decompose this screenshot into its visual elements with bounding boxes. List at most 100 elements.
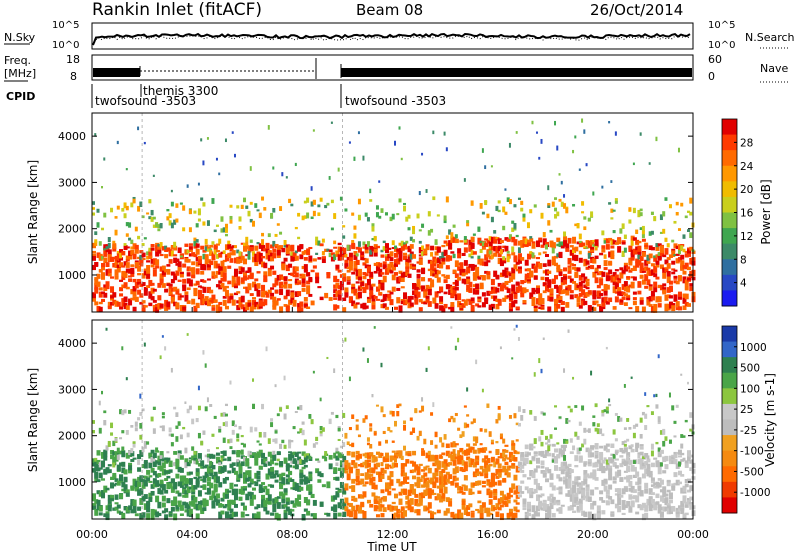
heatmap-cell <box>209 260 214 266</box>
heatmap-cell <box>641 513 646 521</box>
heatmap-cell <box>641 234 645 239</box>
heatmap-cell <box>141 307 146 312</box>
heatmap-cell <box>610 277 615 281</box>
heatmap-cell <box>477 276 482 280</box>
heatmap-cell <box>655 136 658 142</box>
heatmap-cell <box>499 504 504 508</box>
heatmap-cell <box>173 273 178 281</box>
heatmap-cell <box>168 283 173 287</box>
heatmap-cell <box>563 468 568 472</box>
heatmap-cell <box>583 438 587 445</box>
heatmap-cell <box>240 434 244 438</box>
heatmap-cell <box>134 281 139 289</box>
heatmap-cell <box>533 488 538 494</box>
heatmap-cell <box>328 455 333 460</box>
heatmap-cell <box>141 304 146 308</box>
heatmap-cell <box>648 284 653 287</box>
heatmap-cell <box>330 256 335 262</box>
heatmap-cell <box>344 483 349 489</box>
heatmap-cell <box>666 243 670 248</box>
heatmap-cell <box>472 449 477 454</box>
heatmap-cell <box>646 255 650 261</box>
heatmap-cell <box>425 477 430 481</box>
heatmap-cell <box>186 333 189 336</box>
heatmap-cell <box>116 447 120 454</box>
heatmap-cell <box>283 504 288 508</box>
heatmap-cell <box>443 463 448 470</box>
heatmap-cell <box>657 450 662 458</box>
heatmap-cell <box>511 440 515 444</box>
heatmap-cell <box>443 249 448 257</box>
heatmap-cell <box>143 475 148 479</box>
heatmap-cell <box>290 500 295 505</box>
heatmap-cell <box>578 257 583 263</box>
heatmap-cell <box>161 458 166 462</box>
heatmap-cell <box>238 270 243 275</box>
heatmap-cell <box>574 267 579 272</box>
colorbar-swatch <box>722 435 737 452</box>
heatmap-cell <box>179 467 184 473</box>
heatmap-cell <box>648 286 653 291</box>
heatmap-cell <box>445 242 450 247</box>
heatmap-cell <box>233 470 238 475</box>
heatmap-cell <box>364 481 369 485</box>
heatmap-cell <box>252 494 257 500</box>
heatmap-cell <box>94 241 98 246</box>
heatmap-cell <box>382 470 387 474</box>
heatmap-cell <box>637 452 642 455</box>
heatmap-cell <box>461 503 466 510</box>
heatmap-cell <box>650 269 655 276</box>
heatmap-cell <box>398 305 403 309</box>
heatmap-cell <box>414 292 419 297</box>
heatmap-cell <box>175 464 180 470</box>
heatmap-cell <box>288 299 293 305</box>
heatmap-cell <box>434 458 439 466</box>
heatmap-cell <box>565 468 570 475</box>
heatmap-cell <box>475 283 480 290</box>
heatmap-cell <box>125 286 130 290</box>
heatmap-cell <box>662 456 667 460</box>
heatmap-cell <box>653 485 658 489</box>
heatmap-cell <box>364 464 369 469</box>
heatmap-cell <box>391 501 396 505</box>
heatmap-cell <box>545 277 550 282</box>
heatmap-cell <box>206 278 211 281</box>
heatmap-cell <box>238 226 242 230</box>
xtick-label: 12:00 <box>377 528 409 541</box>
heatmap-cell <box>306 453 310 456</box>
heatmap-cell <box>538 239 543 243</box>
heatmap-cell <box>114 260 119 268</box>
heatmap-cell <box>369 292 374 299</box>
heatmap-cell <box>105 511 110 515</box>
heatmap-cell <box>540 502 545 506</box>
heatmap-cell <box>366 278 371 286</box>
heatmap-cell <box>664 496 669 500</box>
heatmap-cell <box>139 513 144 519</box>
heatmap-cell <box>547 438 551 443</box>
heatmap-cell <box>623 266 628 272</box>
heatmap-cell <box>576 501 581 505</box>
heatmap-cell <box>96 464 101 472</box>
heatmap-cell <box>107 254 112 261</box>
heatmap-cell <box>569 290 574 294</box>
heatmap-cell <box>581 242 586 247</box>
heatmap-cell <box>529 444 534 451</box>
heatmap-cell <box>684 250 689 254</box>
heatmap-cell <box>213 483 218 487</box>
heatmap-cell <box>243 505 248 511</box>
heatmap-cell <box>671 305 676 312</box>
heatmap-cell <box>436 291 441 294</box>
heatmap-cell <box>94 287 99 294</box>
heatmap-cell <box>272 505 277 513</box>
heatmap-cell <box>152 509 157 516</box>
heatmap-cell <box>290 479 295 483</box>
heatmap-cell <box>123 469 128 475</box>
heatmap-cell <box>146 502 151 509</box>
colorbar-tick-label: -25 <box>740 425 757 437</box>
heatmap-cell <box>599 279 604 286</box>
heatmap-cell <box>224 244 229 251</box>
heatmap-cell <box>267 468 272 475</box>
heatmap-cell <box>384 463 389 468</box>
heatmap-cell <box>412 283 417 290</box>
xtick-label: 00:00 <box>76 528 108 541</box>
